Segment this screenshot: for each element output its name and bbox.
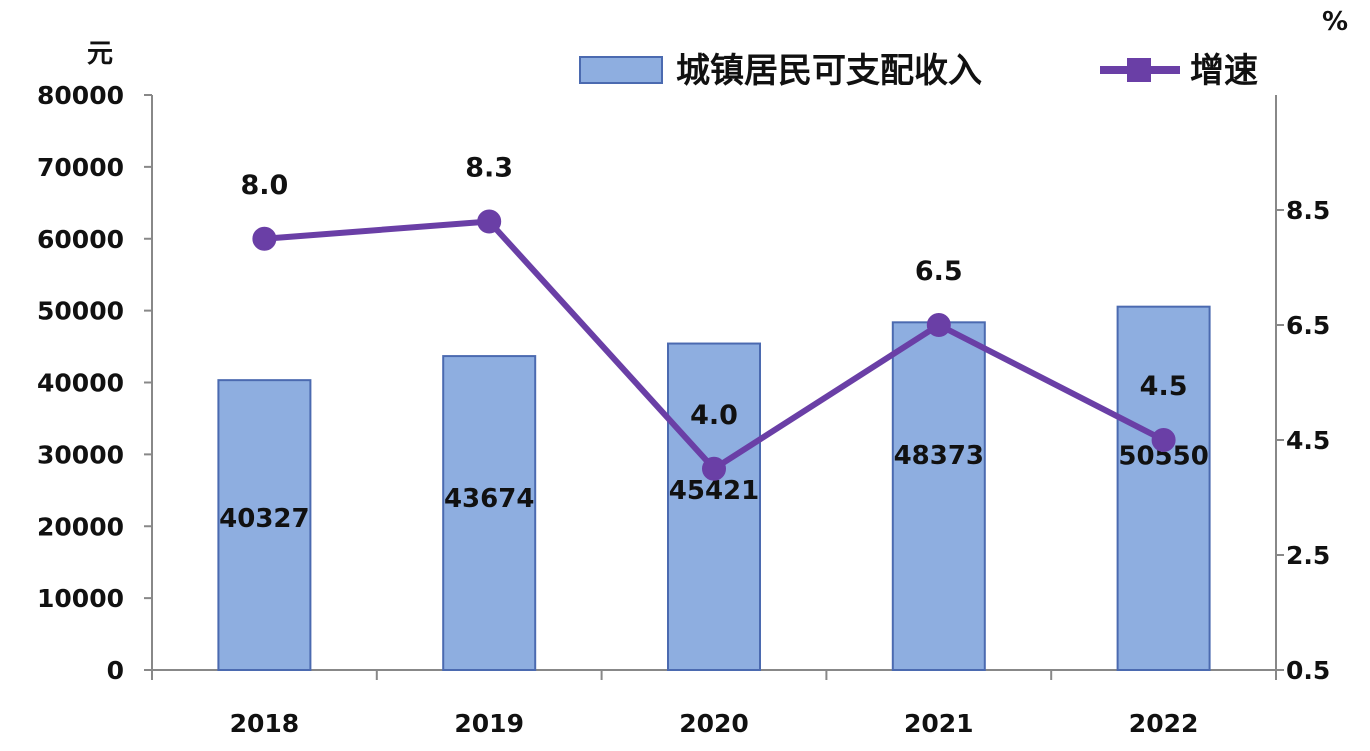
x-axis: 2018 2019 2020 2021 2022 [151, 669, 1277, 738]
left-axis-unit: 元 [87, 39, 113, 69]
bar[interactable] [891, 321, 986, 671]
growth-value-label: 8.0 [240, 170, 288, 201]
growth-marker[interactable] [702, 456, 726, 481]
bar-value-label: 45421 [669, 476, 759, 506]
legend-line-marker [1127, 58, 1151, 82]
left-tick-label: 40000 [37, 369, 124, 398]
x-tick-label: 2021 [904, 709, 974, 738]
left-tick-label: 30000 [37, 440, 124, 469]
x-tick-label: 2019 [454, 709, 524, 738]
bar-value-label: 48373 [894, 441, 984, 471]
x-tick-label: 2022 [1129, 709, 1199, 738]
growth-value-label: 8.3 [465, 153, 513, 184]
bar-value-label: 40327 [219, 504, 309, 534]
left-tick-label: 70000 [37, 153, 124, 182]
legend-bar-swatch [579, 56, 663, 84]
growth-marker[interactable] [477, 209, 502, 234]
x-tick-label: 2018 [230, 709, 300, 738]
left-axis: 0 10000 20000 30000 40000 50000 60000 70000 8000… [37, 81, 153, 685]
left-tick-label: 10000 [37, 584, 124, 613]
left-tick-label: 80000 [37, 81, 124, 110]
right-tick-label: 0.5 [1286, 656, 1330, 685]
legend-bar-label: 城镇居民可支配收入 [676, 51, 982, 91]
legend-item-line[interactable]: 增速 [1100, 51, 1258, 91]
left-tick-label: 50000 [37, 297, 124, 326]
left-tick-label: 0 [107, 656, 124, 685]
x-tick-label: 2020 [679, 709, 749, 738]
legend: 城镇居民可支配收入 增速 [579, 51, 1258, 91]
growth-value-label: 6.5 [915, 256, 963, 287]
right-axis: 0.5 2.5 4.5 6.5 8.5 [1275, 95, 1330, 685]
right-tick-label: 4.5 [1286, 426, 1330, 455]
right-tick-label: 6.5 [1286, 311, 1330, 340]
right-tick-label: 8.5 [1286, 196, 1330, 225]
legend-item-bar[interactable]: 城镇居民可支配收入 [579, 51, 982, 91]
growth-marker[interactable] [252, 226, 277, 251]
bar[interactable] [667, 342, 761, 671]
bar-value-label: 43674 [444, 484, 534, 514]
growth-value-label: 4.5 [1140, 371, 1188, 402]
bar[interactable] [217, 379, 312, 671]
right-tick-label: 2.5 [1286, 541, 1330, 570]
bar[interactable] [442, 355, 537, 671]
growth-value-label: 4.0 [690, 400, 738, 431]
right-axis-unit: % [1322, 7, 1348, 37]
bar[interactable] [1116, 305, 1211, 671]
left-tick-label: 20000 [37, 512, 124, 541]
growth-marker[interactable] [1151, 428, 1176, 452]
growth-marker[interactable] [926, 313, 951, 337]
line-series: 8.0 8.3 4.0 6.5 4.5 [240, 153, 1188, 481]
left-tick-label: 60000 [37, 225, 124, 254]
legend-line-label: 增速 [1190, 51, 1258, 91]
